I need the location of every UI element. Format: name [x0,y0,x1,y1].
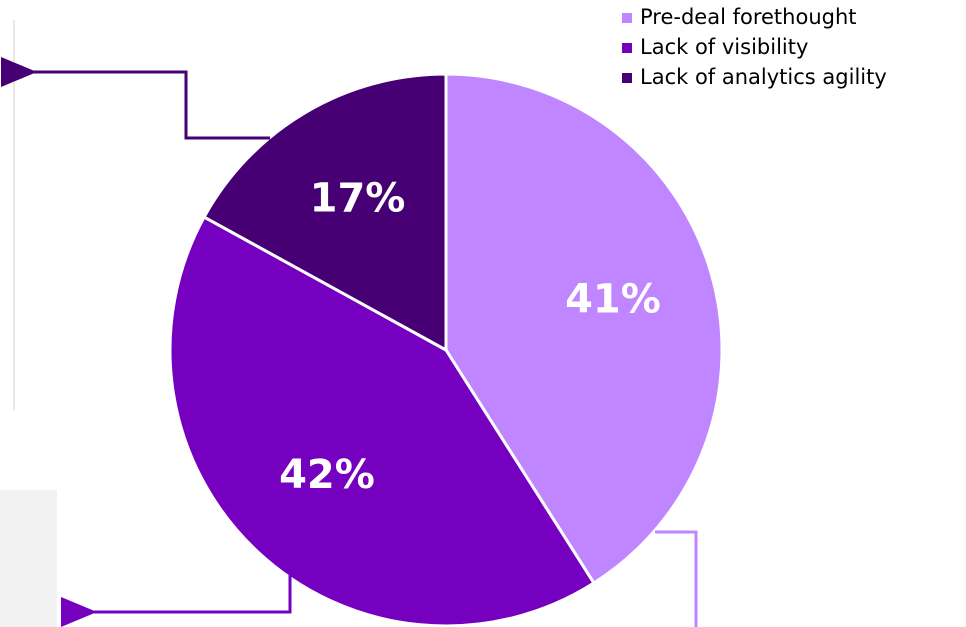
side-panel [0,490,57,627]
labels: 41% 42% 17% [279,175,661,497]
legend-text: Pre-deal forethought [640,5,857,29]
connector [0,57,270,140]
legend-text: Lack of visibility [640,35,808,59]
connector [655,530,698,627]
legend: Pre-deal forethought Lack of visibility La… [622,5,887,89]
slice [444,72,724,586]
pie [168,72,724,627]
slice-label: 41% [565,276,661,322]
slice [202,72,448,353]
connector [60,575,292,627]
legend-swatch [622,13,632,23]
legend-text: Lack of analytics agility [640,65,887,89]
slice-label: 17% [310,175,406,221]
legend-swatch [622,73,632,83]
legend-swatch [622,43,632,53]
slice [168,214,596,627]
slice-label: 42% [279,452,375,498]
